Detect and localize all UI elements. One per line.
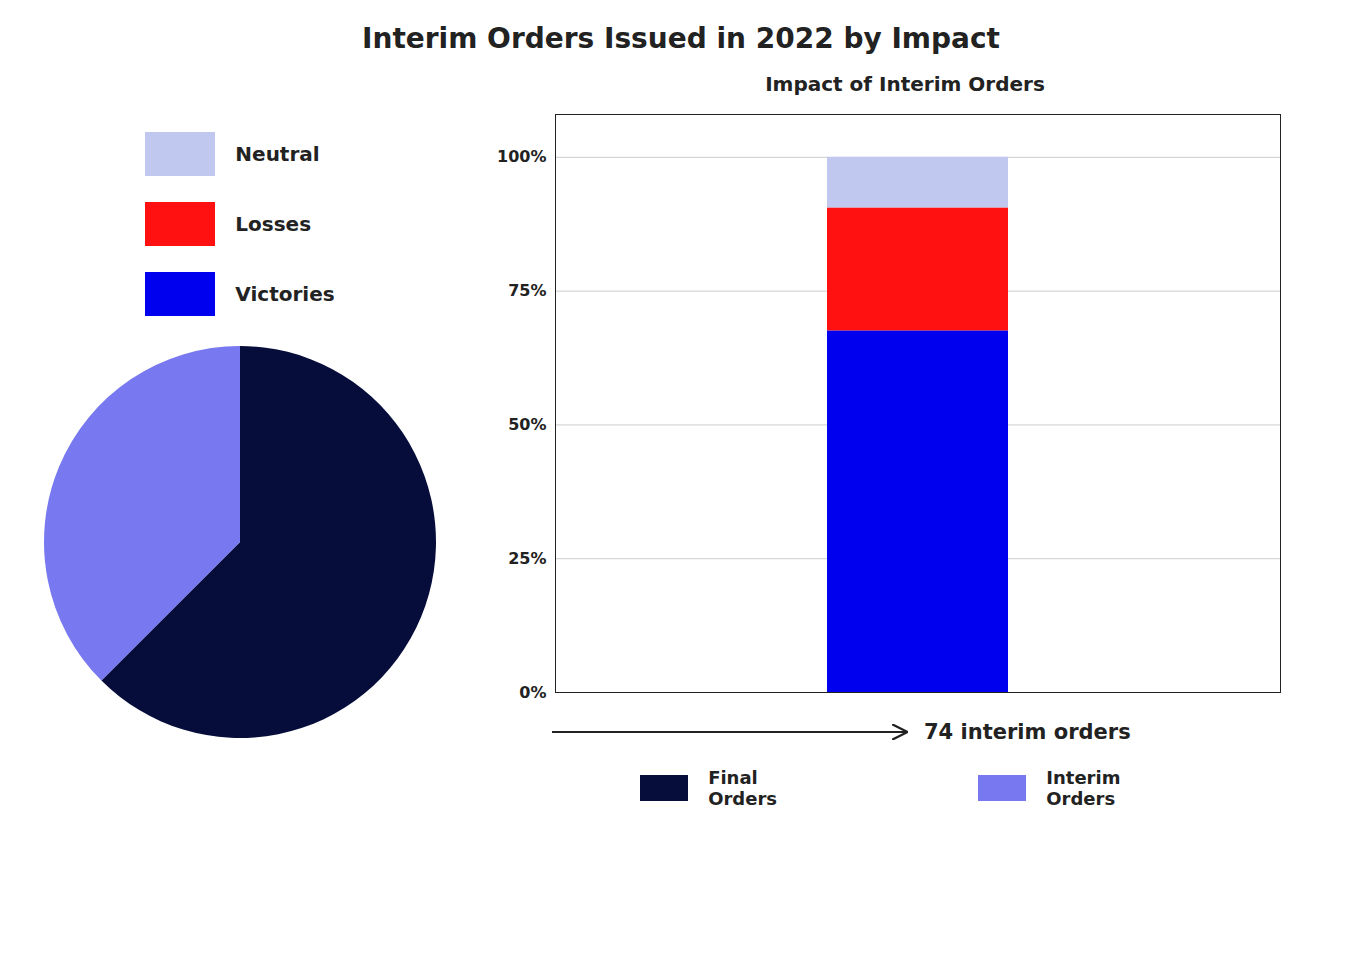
html-text:Interim Orders Issued in 2022: Interim Orders Issued in 2022 by Impact xyxy=(362,22,1000,55)
svg-text:50%: 50% xyxy=(508,415,546,434)
svg-text:100%: 100% xyxy=(497,147,546,166)
html-text:Victories: Victories xyxy=(235,282,335,306)
html-text:Neutral: Neutral xyxy=(235,142,320,166)
html-text:Final Orders: Final Orders xyxy=(708,767,777,809)
html-text:Impact of Interim Orders: Impact of Interim Orders xyxy=(765,72,1045,96)
html-text:Interim Orders: Interim Orders xyxy=(1046,767,1121,809)
html-text:74 interim orders: 74 interim orders xyxy=(924,720,1131,744)
html-text:Losses: Losses xyxy=(235,212,312,236)
svg-text:75%: 75% xyxy=(508,281,546,300)
svg-text:0%: 0% xyxy=(519,683,546,702)
svg-text:25%: 25% xyxy=(508,549,546,568)
